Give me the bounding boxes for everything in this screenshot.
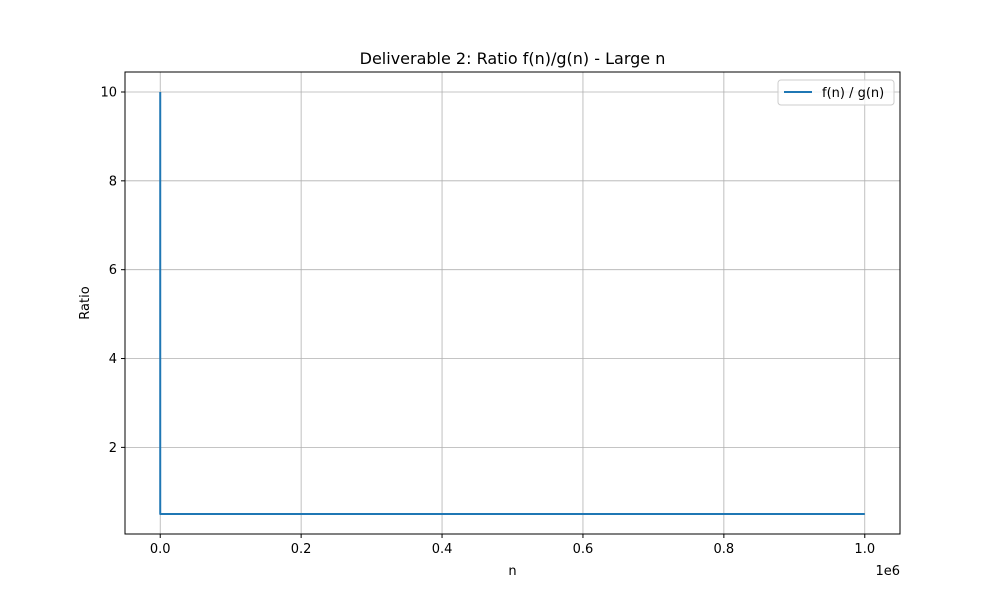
y-tick-label: 10 (100, 85, 117, 100)
x-tick-label: 0.4 (432, 542, 453, 557)
x-axis-offset-label: 1e6 (875, 564, 900, 579)
y-axis-ticks: 2 4 6 8 10 (100, 85, 125, 456)
plot-frame (124, 71, 901, 535)
y-tick-label: 6 (109, 263, 117, 278)
legend-frame (777, 79, 895, 106)
y-tick-label: 8 (109, 174, 117, 189)
series-layer (159, 91, 865, 516)
x-axis-label: n (508, 564, 516, 579)
y-tick-label: 4 (109, 352, 117, 367)
y-axis-label: Ratio (78, 286, 93, 319)
x-tick-label: 0.8 (714, 542, 735, 557)
x-tick-label: 1.0 (854, 542, 875, 557)
x-tick-label: 0.2 (291, 542, 312, 557)
x-tick-label: 0.6 (573, 542, 594, 557)
chart-title: Deliverable 2: Ratio f(n)/g(n) - Large n (360, 49, 666, 68)
legend-label: f(n) / g(n) (822, 86, 884, 101)
grid (125, 72, 900, 534)
series-line (159, 91, 865, 516)
y-tick-label: 2 (109, 441, 117, 456)
legend: f(n) / g(n) (777, 79, 895, 106)
x-tick-label: 0.0 (150, 542, 171, 557)
x-axis-ticks: 0.0 0.2 0.4 0.6 0.8 1.0 (150, 534, 875, 557)
